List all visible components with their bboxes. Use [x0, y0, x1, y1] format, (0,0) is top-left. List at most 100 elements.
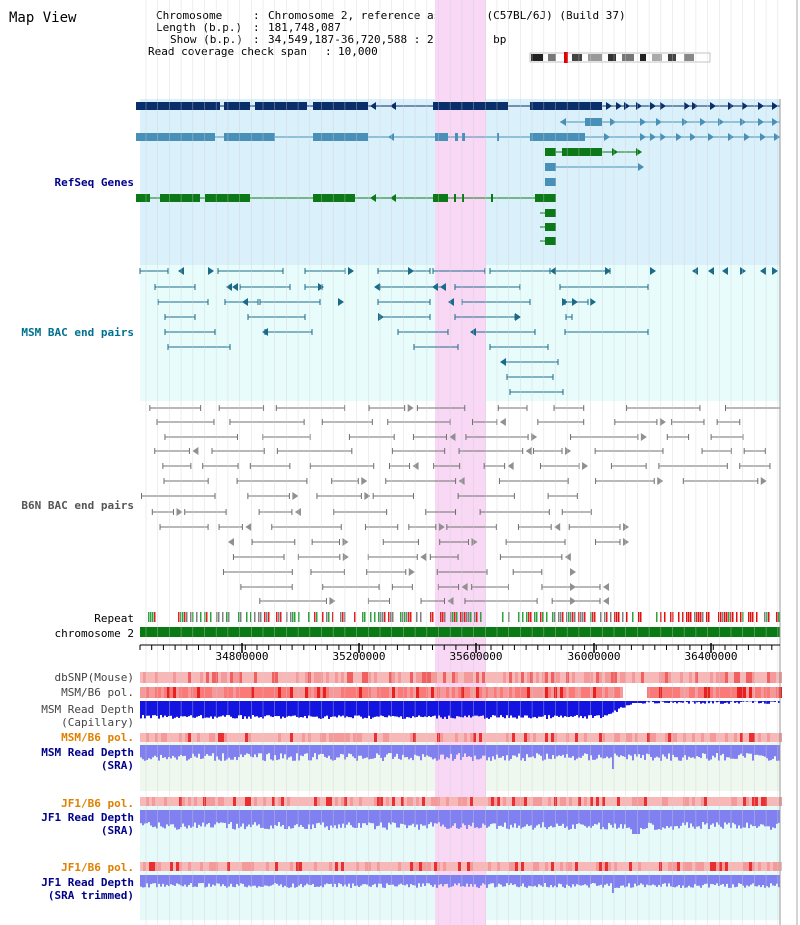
- jf1-trim-depth-bar: [460, 875, 462, 887]
- depth-bar: [324, 701, 326, 717]
- depth-bar: [532, 701, 534, 718]
- jf1-depth-bar: [710, 810, 712, 825]
- jf1-depth-bar: [752, 810, 754, 827]
- heat-cell: [545, 733, 548, 742]
- repeat-mark: [700, 612, 702, 622]
- heat-cell: [626, 797, 629, 806]
- heat-cell: [710, 672, 713, 683]
- depth-bar: [554, 701, 556, 716]
- sra-depth-bar: [142, 745, 144, 760]
- jf1-trim-depth-bar: [342, 875, 344, 887]
- sra-depth-bar: [466, 745, 468, 757]
- jf1-trim-depth-bar: [190, 875, 192, 884]
- jf1-depth-bar: [596, 810, 598, 825]
- sra-depth-bar: [222, 745, 224, 754]
- heat-cell: [461, 862, 464, 871]
- heat-cell: [476, 797, 479, 806]
- jf1-trim-depth-bar: [156, 875, 158, 888]
- b6n-bac-track-label: B6N BAC end pairs: [21, 499, 134, 512]
- heat-cell: [692, 862, 695, 871]
- jf1-trim-depth-bar: [686, 875, 688, 888]
- jf1-b6-pol-label: JF1/B6 pol.: [61, 797, 134, 810]
- depth-bar: [556, 701, 558, 716]
- repeat-mark: [152, 612, 154, 622]
- bac-marker: [760, 267, 766, 275]
- heat-cell: [371, 672, 374, 683]
- jf1-depth-bar: [732, 810, 734, 823]
- depth-bar: [394, 701, 396, 717]
- heat-cell: [545, 672, 548, 683]
- heat-cell: [287, 862, 290, 871]
- jf1-trim-depth-bar: [514, 875, 516, 885]
- jf1-depth-bar: [458, 810, 460, 829]
- repeat-mark: [694, 612, 696, 622]
- heat-cell: [185, 687, 188, 698]
- depth-bar: [522, 701, 524, 718]
- sra-depth-bar: [336, 745, 338, 758]
- jf1-depth-bar: [490, 810, 492, 825]
- repeat-mark: [698, 612, 700, 622]
- heat-cell: [653, 797, 656, 806]
- jf1-trim-depth-bar: [602, 875, 604, 888]
- heat-cell: [602, 687, 605, 698]
- repeat-mark: [340, 612, 342, 622]
- sra-depth-bar: [364, 745, 366, 759]
- repeat-mark: [404, 612, 406, 622]
- sra-depth-bar: [236, 745, 238, 761]
- heat-cell: [578, 797, 581, 806]
- heat-cell: [551, 862, 554, 871]
- jf1-trim-depth-bar: [268, 875, 270, 887]
- jf1-trim-depth-bar: [334, 875, 336, 884]
- jf1-trim-depth-bar: [410, 875, 412, 885]
- heat-cell: [524, 672, 527, 683]
- heat-cell: [623, 687, 626, 698]
- heat-cell: [632, 672, 635, 683]
- heat-cell: [188, 672, 191, 683]
- jf1-trim-depth-bar: [736, 875, 738, 887]
- heat-cell: [686, 733, 689, 742]
- heat-cell: [356, 687, 359, 698]
- depth-bar: [472, 701, 474, 717]
- heat-cell: [149, 862, 152, 871]
- jf1-trim-depth-bar: [358, 875, 360, 887]
- heat-cell: [428, 733, 431, 742]
- depth-bar: [668, 701, 670, 704]
- jf1-depth-bar: [488, 810, 490, 827]
- sra-depth-bar: [576, 745, 578, 759]
- depth-bar: [670, 701, 672, 702]
- sra-depth-bar: [746, 745, 748, 754]
- chromosome-ideogram[interactable]: [529, 52, 711, 63]
- depth-bar: [692, 701, 694, 702]
- heat-cell: [158, 797, 161, 806]
- jf1-trim-depth-bar: [166, 875, 168, 885]
- length-label: Length (b.p.): [156, 21, 243, 34]
- heat-cell: [395, 797, 398, 806]
- sra-depth-bar: [604, 745, 606, 759]
- bac-marker: [772, 267, 778, 275]
- heat-cell: [362, 733, 365, 742]
- depth-bar: [268, 701, 270, 716]
- sra-depth-bar: [762, 745, 764, 756]
- heat-cell: [524, 797, 527, 806]
- jf1-depth-bar: [388, 810, 390, 823]
- heat-cell: [146, 687, 149, 698]
- repeat-mark: [196, 612, 198, 622]
- heat-cell: [443, 687, 446, 698]
- heat-cell: [521, 733, 524, 742]
- sra-depth-bar: [234, 745, 236, 757]
- heat-cell: [170, 862, 173, 871]
- heat-cell: [563, 672, 566, 683]
- heat-cell: [305, 733, 308, 742]
- heat-cell: [647, 797, 650, 806]
- sra-depth-bar: [464, 745, 466, 754]
- heat-cell: [335, 862, 338, 871]
- heat-cell: [389, 797, 392, 806]
- heat-cell: [326, 733, 329, 742]
- heat-cell: [728, 862, 731, 871]
- heat-cell: [773, 672, 776, 683]
- depth-bar: [210, 701, 212, 717]
- depth-bar: [616, 701, 618, 712]
- heat-cell: [326, 797, 329, 806]
- heat-cell: [656, 687, 659, 698]
